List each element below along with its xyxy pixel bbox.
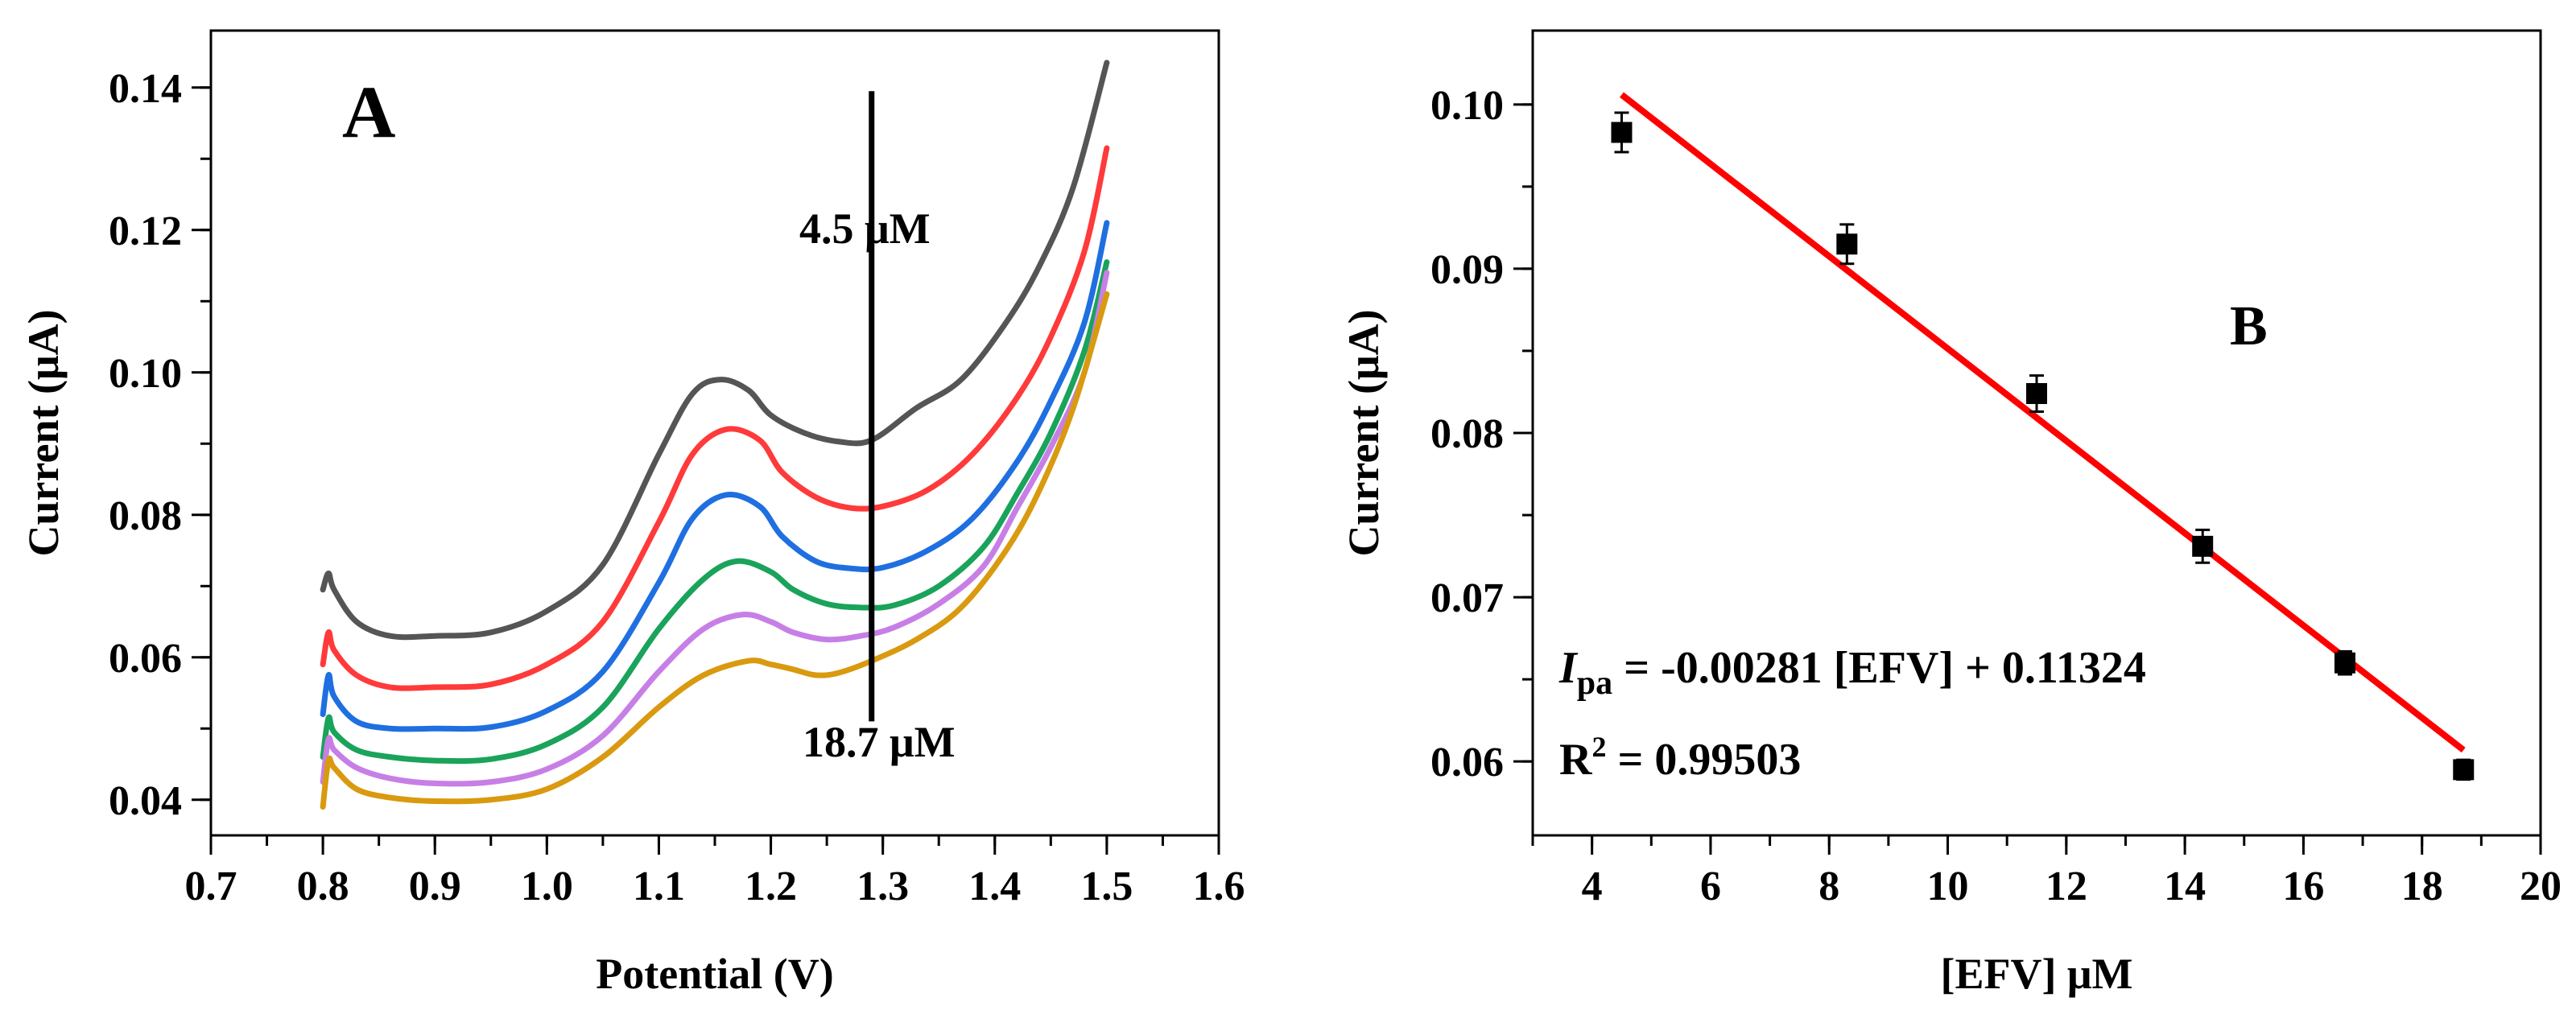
panel-b-x-tick-label: 18 xyxy=(2401,864,2443,909)
panel-b-x-tick-label: 4 xyxy=(1582,864,1603,909)
panel-b-x-tick-label: 10 xyxy=(1927,864,1969,909)
annotation-bottom-concentration: 18.7 μM xyxy=(803,718,956,766)
panel-b-x-tick-label: 6 xyxy=(1700,864,1721,909)
panel-a-x-tick-label: 0.7 xyxy=(185,864,237,909)
r-squared-base: R xyxy=(1559,735,1592,785)
series-line xyxy=(320,60,1110,641)
series-line xyxy=(320,259,1110,765)
panel-b-data-points xyxy=(1611,111,2475,781)
panel-b-ticks: 4 6 8 10 12 14 16 18 20 0.06 0.07 0.08 0.09 0.10 xyxy=(1430,83,2562,909)
panel-a-y-tick-label: 0.06 xyxy=(109,636,182,682)
panel-b-y-tick-label: 0.10 xyxy=(1430,83,1504,129)
series-line xyxy=(320,270,1110,787)
r-squared-superscript: 2 xyxy=(1591,731,1606,763)
data-point xyxy=(1611,122,1633,143)
data-point xyxy=(1836,233,1858,255)
annotation-top-concentration: 4.5 μM xyxy=(799,204,931,253)
panel-a-x-tick-label: 1.1 xyxy=(633,864,685,909)
data-point xyxy=(2334,652,2355,674)
equation-current-subscript: pa xyxy=(1577,665,1612,702)
panel-b-x-tick-label: 14 xyxy=(2164,864,2206,909)
panel-b-x-tick-label: 8 xyxy=(1818,864,1839,909)
panel-a-x-tick-label: 0.8 xyxy=(297,864,349,909)
panel-b: 4 6 8 10 12 14 16 18 20 0.06 0.07 0.08 0.09 0.10 B Ip… xyxy=(1340,29,2562,998)
panel-b-y-tick-label: 0.07 xyxy=(1430,575,1504,621)
series-line xyxy=(320,145,1110,691)
panel-a-x-tick-label: 0.9 xyxy=(409,864,461,909)
panel-a-y-tick-label: 0.10 xyxy=(109,351,182,397)
panel-b-y-tick-label: 0.09 xyxy=(1430,247,1504,293)
panel-b-x-tick-label: 20 xyxy=(2520,864,2562,909)
panel-b-y-axis-label: Current (μA) xyxy=(1340,309,1388,556)
panel-a-y-tick-label: 0.14 xyxy=(109,66,182,112)
panel-a-x-axis-label: Potential (V) xyxy=(596,950,833,998)
equation-current-symbol: I xyxy=(1558,643,1579,693)
linear-fit-line xyxy=(1620,92,2466,753)
panel-b-y-tick-label: 0.08 xyxy=(1430,411,1504,457)
panel-a-x-tick-label: 1.3 xyxy=(857,864,909,909)
regression-equation: Ipa = -0.00281 [EFV] + 0.11324 xyxy=(1558,643,2146,702)
panel-a-label: A xyxy=(342,71,395,153)
panel-b-label: B xyxy=(2230,295,2268,357)
panel-a-x-tick-label: 1.2 xyxy=(745,864,797,909)
data-point xyxy=(2192,535,2214,557)
r-squared-body: = 0.99503 xyxy=(1606,735,1801,785)
series-line xyxy=(320,291,1110,810)
panel-a-y-axis-label: Current (μA) xyxy=(19,309,68,556)
equation-body: = -0.00281 [EFV] + 0.11324 xyxy=(1612,643,2146,693)
series-line xyxy=(320,220,1110,732)
r-squared-value: R2 = 0.99503 xyxy=(1559,731,1801,785)
panel-b-y-tick-label: 0.06 xyxy=(1430,740,1504,785)
panel-b-plot-frame xyxy=(1531,29,2542,837)
panel-a-ticks: 0.7 0.8 0.9 1.0 1.1 1.2 1.3 1.4 1.5 1.6 0.04 0.06 0.… xyxy=(109,66,1245,909)
panel-a-y-tick-label: 0.12 xyxy=(109,208,182,254)
panel-b-x-axis-label: [EFV] μM xyxy=(1940,950,2132,998)
panel-a-x-tick-label: 1.0 xyxy=(521,864,573,909)
panel-a-series xyxy=(320,60,1110,810)
panel-b-x-tick-label: 12 xyxy=(2046,864,2087,909)
panel-a-x-tick-label: 1.6 xyxy=(1193,864,1245,909)
panel-a: 0.7 0.8 0.9 1.0 1.1 1.2 1.3 1.4 1.5 1.6 0.04 0.06 0.… xyxy=(19,29,1245,998)
panel-a-y-tick-label: 0.08 xyxy=(109,493,182,539)
panel-a-y-tick-label: 0.04 xyxy=(109,778,182,824)
panel-a-x-tick-label: 1.5 xyxy=(1080,864,1133,909)
data-point xyxy=(2026,383,2047,405)
panel-b-x-tick-label: 16 xyxy=(2282,864,2324,909)
panel-a-x-tick-label: 1.4 xyxy=(968,864,1021,909)
data-point xyxy=(2453,759,2475,781)
